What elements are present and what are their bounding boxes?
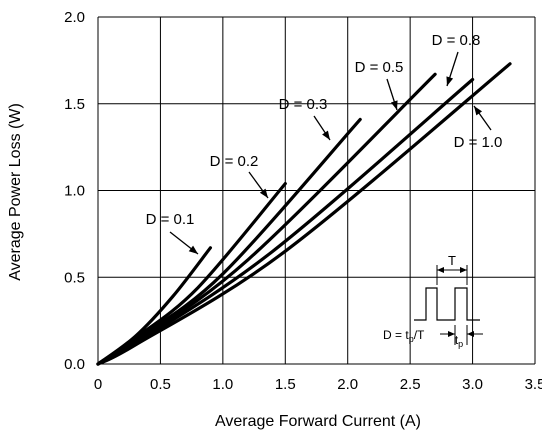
- y-tick-label: 2.0: [64, 9, 85, 26]
- x-tick-label: 1.5: [275, 376, 296, 393]
- duty-formula-main: D = t: [383, 328, 409, 342]
- pulse-inset: T D = tp/T tp: [383, 253, 483, 349]
- annotation-arrowhead: [322, 130, 330, 140]
- x-tick-label: 0.5: [150, 376, 171, 393]
- tick-labels: 0 0.5 1.0 1.5 2.0 2.5 3.0 3.5 0.0 0.5 1.0 1.5 2.0: [64, 9, 542, 393]
- annotation-label: D = 0.3: [279, 96, 328, 113]
- period-arrow-right-head: [460, 267, 467, 273]
- duty-formula-rest: /T: [414, 328, 425, 342]
- annotation-label: D = 1.0: [454, 134, 503, 151]
- x-tick-label: 3.5: [525, 376, 542, 393]
- annotation-arrowhead: [446, 76, 454, 86]
- annotation-arrowhead: [474, 106, 483, 116]
- x-tick-label: 3.0: [462, 376, 483, 393]
- duty-formula-sub: p: [409, 334, 414, 344]
- annotation-arrowhead: [188, 245, 198, 254]
- x-tick-label: 0: [94, 376, 102, 393]
- x-tick-label: 2.0: [337, 376, 358, 393]
- annotation-label: D = 0.1: [146, 211, 195, 228]
- period-arrow-left-head: [437, 267, 444, 273]
- y-tick-label: 0.0: [64, 356, 85, 373]
- pulse-waveform: [414, 287, 480, 321]
- period-label: T: [448, 253, 456, 268]
- annotations: D = 0.1 D = 0.2 D = 0.3 D = 0.5 D = 0.8 D = 1…: [146, 32, 503, 255]
- y-tick-label: 0.5: [64, 269, 85, 286]
- pulse-arrow-left-head: [448, 331, 455, 337]
- pulse-width-sub: p: [458, 339, 463, 349]
- pulse-arrow-right-head: [467, 331, 474, 337]
- grid: [97, 16, 536, 365]
- y-axis-label: Average Power Loss (W): [7, 103, 24, 281]
- annotation-arrowhead: [259, 188, 268, 198]
- pulse-width-label: tp: [455, 333, 463, 349]
- y-tick-label: 1.0: [64, 183, 85, 200]
- x-tick-label: 1.0: [212, 376, 233, 393]
- curve-series-5: [96, 62, 512, 366]
- curves: [96, 62, 512, 366]
- annotation-label: D = 0.5: [355, 59, 404, 76]
- duty-formula: D = tp/T: [383, 328, 425, 344]
- y-tick-label: 1.5: [64, 96, 85, 113]
- pulse-width-main: t: [455, 333, 459, 347]
- x-axis-label: Average Forward Current (A): [215, 413, 421, 430]
- annotation-label: D = 0.8: [432, 32, 481, 49]
- annotation-label: D = 0.2: [210, 153, 259, 170]
- annotation-arrowhead: [390, 100, 398, 110]
- x-tick-label: 2.5: [400, 376, 421, 393]
